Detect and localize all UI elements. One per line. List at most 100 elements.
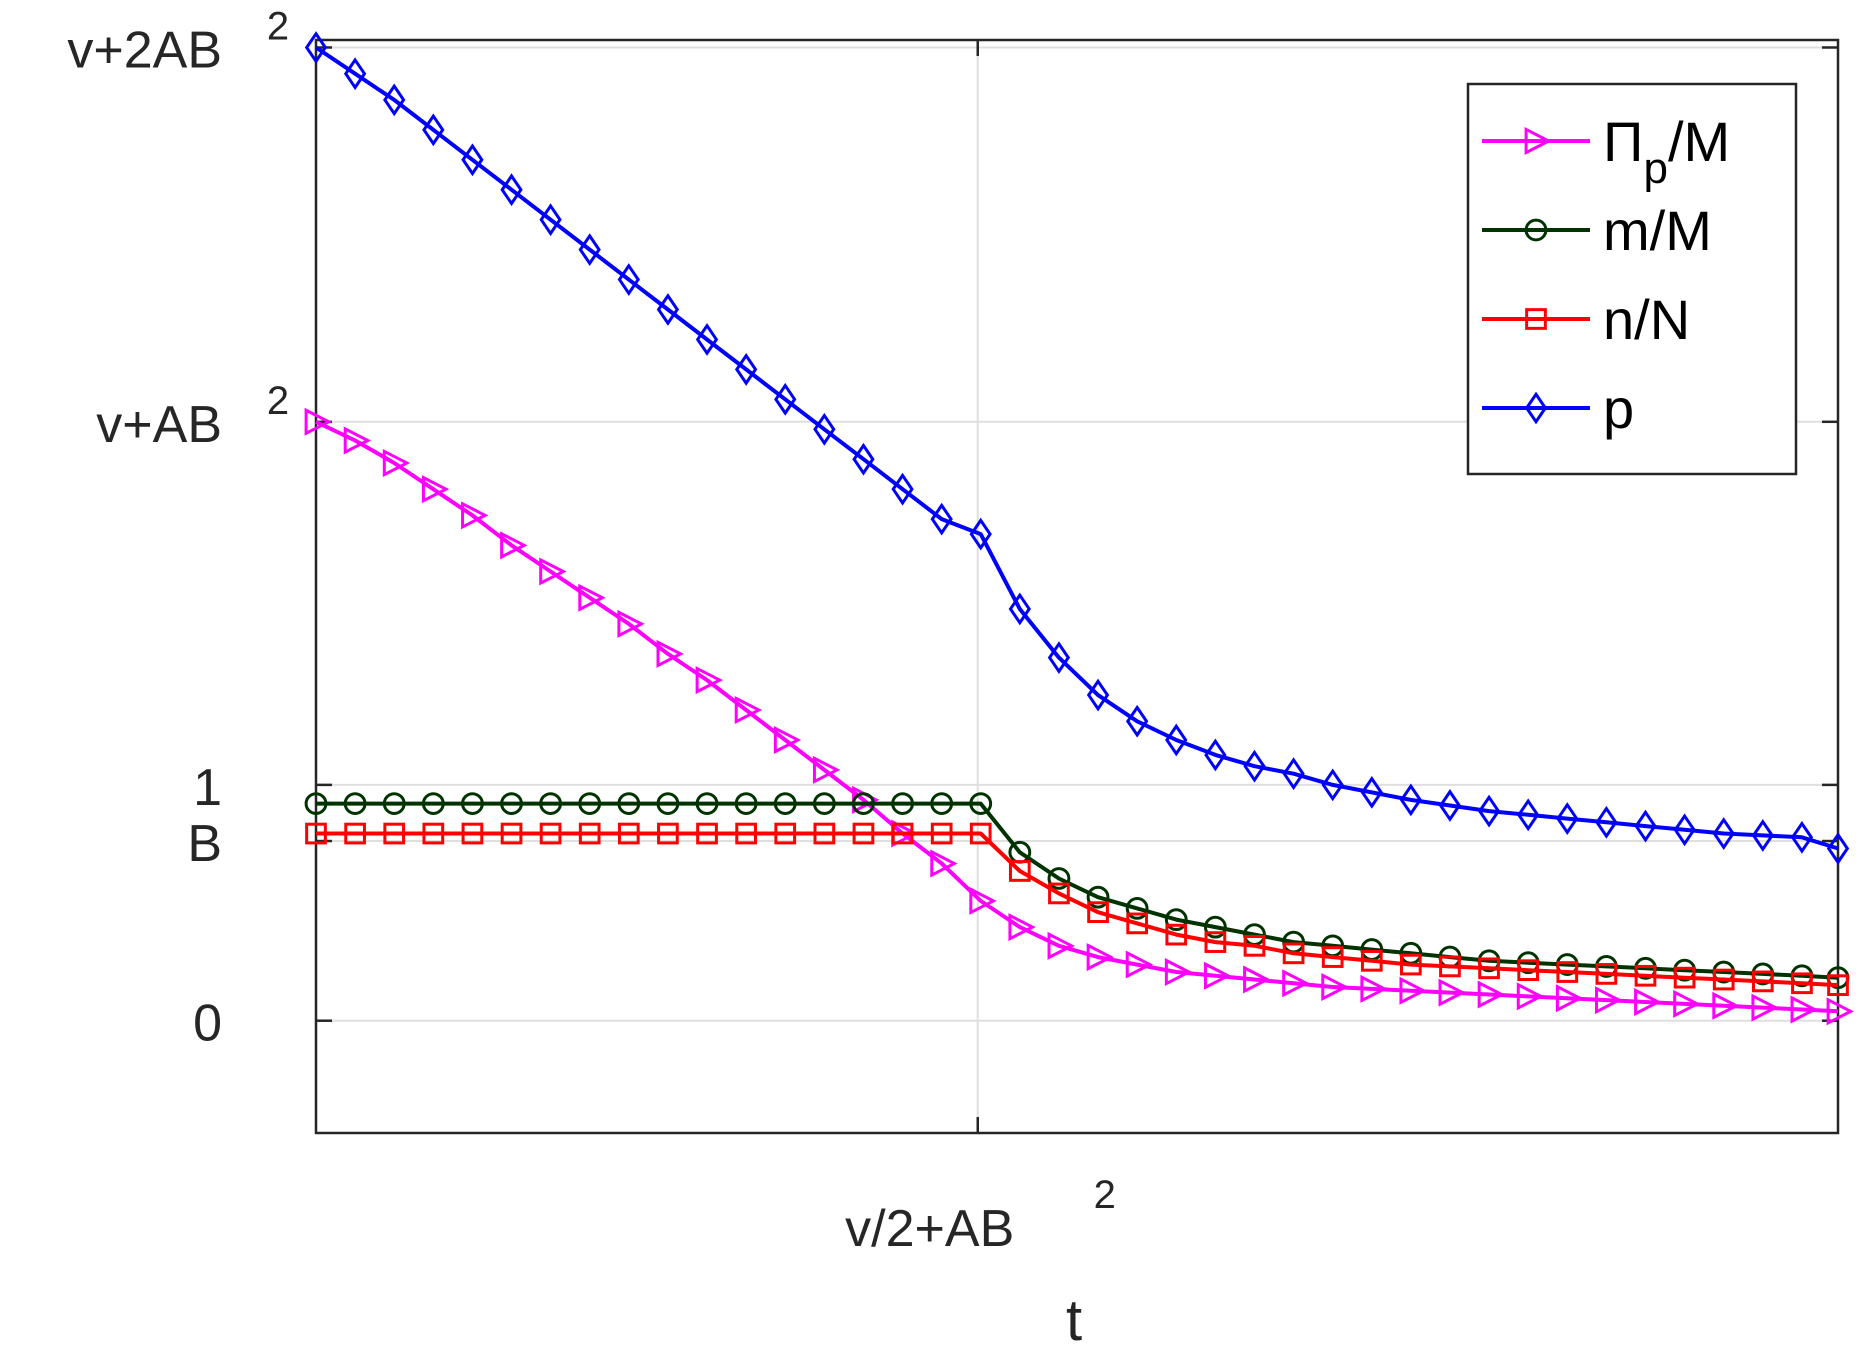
legend-label: Πp/M xyxy=(1603,110,1730,193)
data-point xyxy=(656,639,684,668)
data-point xyxy=(617,263,640,296)
data-point xyxy=(930,849,958,878)
data-point xyxy=(1438,789,1462,822)
data-point xyxy=(578,233,601,267)
data-point xyxy=(852,822,875,845)
data-point xyxy=(1790,820,1814,854)
data-point xyxy=(1164,958,1193,987)
data-point xyxy=(1321,768,1344,802)
data-point xyxy=(1556,802,1579,835)
data-point xyxy=(1008,913,1036,942)
data-point xyxy=(1517,959,1540,982)
data-point xyxy=(1086,943,1114,972)
data-point xyxy=(1125,950,1154,979)
y-tick-superscript: 2 xyxy=(267,379,289,423)
data-point xyxy=(1008,592,1031,626)
data-point xyxy=(1517,798,1540,832)
data-point xyxy=(735,822,757,845)
data-point xyxy=(812,792,836,816)
data-point xyxy=(656,293,680,326)
data-point xyxy=(1321,973,1349,1002)
data-point xyxy=(1203,961,1232,990)
data-point xyxy=(1555,984,1584,1013)
data-point xyxy=(1826,832,1850,865)
data-point xyxy=(657,822,679,845)
data-point xyxy=(1826,997,1854,1026)
data-point xyxy=(1673,813,1696,847)
data-point xyxy=(1594,986,1623,1015)
data-point xyxy=(1165,723,1188,757)
data-point xyxy=(1243,749,1266,783)
data-point xyxy=(304,792,328,816)
data-point xyxy=(1204,738,1227,772)
data-point xyxy=(1790,995,1818,1024)
data-point xyxy=(500,822,523,845)
data-point xyxy=(1047,931,1075,960)
data-point xyxy=(1712,968,1735,991)
data-point xyxy=(1634,987,1662,1016)
data-point xyxy=(500,173,523,207)
y-tick-label: B xyxy=(187,815,222,873)
data-point xyxy=(382,448,411,477)
data-point xyxy=(304,31,328,64)
data-point xyxy=(1634,809,1657,843)
data-point xyxy=(617,609,645,638)
legend-marker xyxy=(1524,218,1548,242)
data-point xyxy=(930,502,953,536)
data-point xyxy=(1126,912,1149,935)
data-point xyxy=(421,792,445,816)
data-point xyxy=(1556,961,1579,983)
data-point xyxy=(1478,957,1500,980)
data-point xyxy=(1439,955,1461,978)
data-point xyxy=(969,517,992,551)
data-point xyxy=(1203,915,1227,939)
data-point xyxy=(773,725,802,754)
data-point xyxy=(343,792,367,816)
data-point xyxy=(695,666,723,695)
data-point xyxy=(1477,980,1506,1009)
plot-area-border xyxy=(314,38,1840,1135)
data-point xyxy=(773,792,797,816)
data-point xyxy=(1321,946,1344,968)
y-tick-label: 1 xyxy=(193,759,222,817)
data-point xyxy=(383,83,406,117)
data-point xyxy=(1751,970,1774,993)
data-point xyxy=(305,822,327,845)
legend-item: p xyxy=(1482,377,1634,440)
data-point xyxy=(1673,989,1701,1018)
data-point xyxy=(1204,931,1227,953)
data-point xyxy=(1516,982,1545,1011)
data-point xyxy=(578,792,602,816)
data-point xyxy=(969,886,997,915)
data-point xyxy=(1791,972,1813,995)
data-point xyxy=(930,822,953,845)
data-point xyxy=(304,407,332,436)
y-tick-label: v+AB xyxy=(96,396,222,454)
data-point xyxy=(774,382,797,416)
data-point xyxy=(461,822,484,845)
data-point xyxy=(422,822,445,845)
data-point xyxy=(1125,897,1149,920)
data-point xyxy=(1827,974,1849,996)
data-point xyxy=(1164,908,1188,932)
series-line xyxy=(316,831,1839,988)
data-point xyxy=(383,822,406,845)
legend-marker xyxy=(1524,391,1548,425)
data-point xyxy=(1047,641,1071,675)
data-point xyxy=(1360,775,1383,809)
grid xyxy=(316,40,1838,1133)
data-point xyxy=(1048,882,1070,905)
y-tick-superscript: 2 xyxy=(267,4,289,48)
data-point xyxy=(1086,678,1110,712)
data-point xyxy=(461,143,484,177)
data-point xyxy=(891,792,914,816)
x-tick-label: v/2+AB xyxy=(845,1200,1014,1258)
data-point xyxy=(1243,965,1271,994)
legend-label: p xyxy=(1603,377,1634,440)
legend-item: m/M xyxy=(1482,199,1712,262)
data-point xyxy=(578,822,601,845)
data-point xyxy=(1399,783,1423,817)
data-point xyxy=(539,822,562,845)
x-axis-label: t xyxy=(1066,1288,1082,1353)
data-point xyxy=(1360,949,1383,972)
